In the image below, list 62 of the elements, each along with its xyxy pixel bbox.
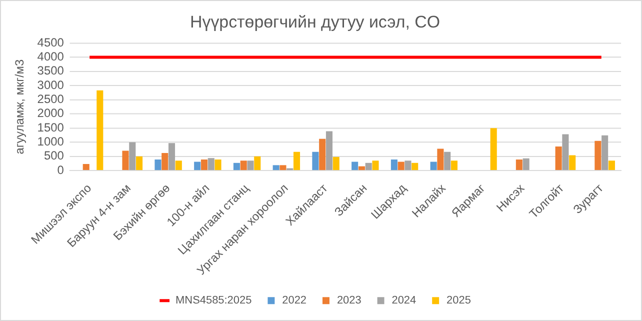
bar: [82, 164, 90, 170]
bar: [272, 165, 280, 170]
bar: [200, 160, 208, 170]
bar: [214, 160, 222, 170]
legend-label: 2024: [392, 294, 416, 307]
y-tick-label: 1000: [37, 134, 64, 149]
bar: [122, 150, 129, 170]
y-tick-label: 4000: [37, 50, 64, 64]
bar: [240, 160, 247, 170]
y-tick-label: 2500: [37, 92, 64, 106]
bar: [404, 160, 412, 170]
legend-label: 2022: [282, 294, 307, 307]
bar: [154, 160, 162, 170]
bar: [430, 162, 437, 170]
bar: [437, 148, 444, 170]
bar: [398, 162, 404, 170]
bar: [555, 146, 562, 170]
bar: [162, 152, 168, 170]
bar: [522, 158, 530, 170]
bar: [352, 162, 358, 170]
y-tick-label: 2000: [37, 106, 64, 120]
bar: [450, 160, 458, 170]
bar: [390, 160, 398, 170]
bar: [208, 158, 214, 170]
y-tick-label: 500: [44, 148, 64, 163]
bar: [175, 160, 182, 170]
bar: [319, 138, 326, 170]
legend-label: 2025: [446, 294, 471, 307]
y-tick-label: 4500: [37, 35, 64, 50]
y-tick-label: 3000: [37, 78, 64, 92]
bar: [562, 134, 569, 170]
bar: [358, 166, 365, 170]
bar: [136, 156, 143, 170]
bar: [326, 131, 333, 170]
bar: [594, 140, 602, 170]
bar: [569, 155, 576, 170]
bar: [168, 143, 176, 170]
legend-label: 2023: [336, 294, 362, 307]
bar: [490, 128, 497, 170]
bar: [602, 135, 608, 170]
bar: [412, 162, 418, 170]
bar: [254, 156, 261, 170]
chart-title: Нүүрстөрөгчийн дутуу исэл, CO: [190, 12, 440, 32]
bar: [516, 160, 522, 170]
bar: [280, 165, 286, 170]
bar: [96, 90, 104, 170]
bar: [247, 160, 254, 170]
y-axis-title: агууламж, мкг/м3: [12, 59, 26, 154]
bar: [194, 162, 201, 170]
bar: [444, 152, 451, 170]
bar: [233, 162, 240, 170]
y-tick-label: 0: [57, 162, 64, 177]
bar: [312, 152, 319, 170]
bar: [129, 142, 136, 170]
bar: [608, 160, 615, 170]
y-tick-label: 1500: [37, 120, 64, 134]
bar: [293, 152, 300, 170]
bar: [332, 156, 340, 170]
bar: [372, 160, 379, 170]
y-tick-label: 3500: [37, 64, 64, 78]
bar: [365, 162, 372, 170]
legend-label: MNS4585:2025: [176, 294, 252, 307]
